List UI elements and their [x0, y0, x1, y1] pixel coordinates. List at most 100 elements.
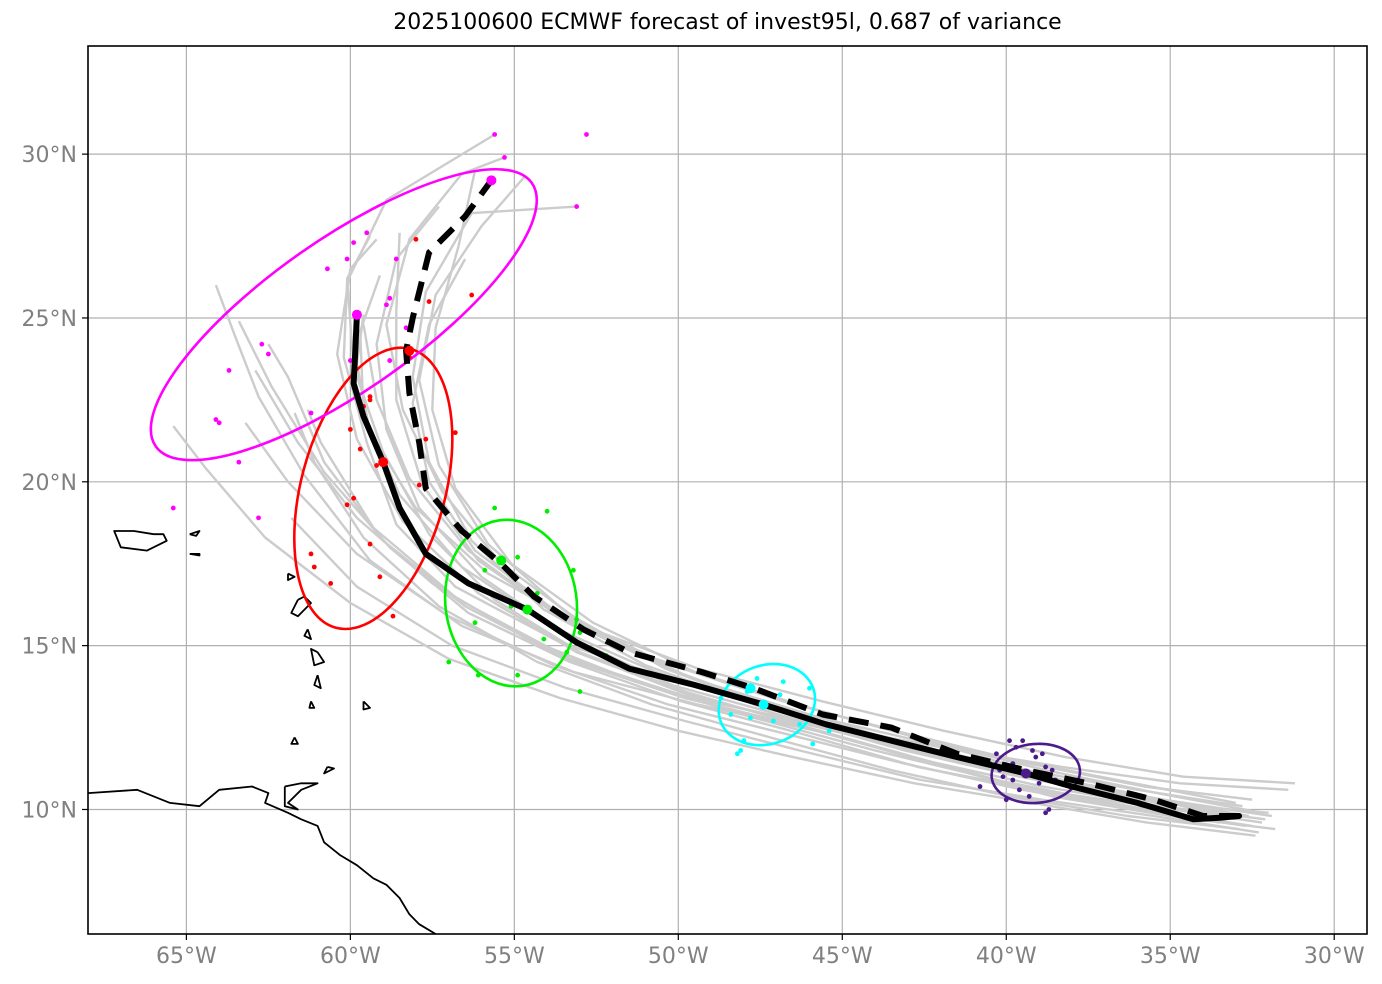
- day4-member-position: [374, 463, 379, 468]
- day1-member-position: [1046, 807, 1052, 812]
- day5-member-position: [387, 358, 393, 363]
- day5-member-position: [387, 295, 393, 301]
- day5-member-position: [344, 256, 350, 262]
- day3-member-position: [570, 567, 576, 573]
- day4-member-position: [367, 397, 373, 403]
- day5-member-position: [259, 341, 265, 347]
- day4-member-position: [351, 495, 357, 501]
- ensemble-member-tracks: [172, 133, 1295, 837]
- lon-tick-label: 45°W: [812, 944, 873, 969]
- coastline: [287, 572, 296, 581]
- day4-mean-position-alt: [404, 345, 415, 356]
- coastline: [323, 766, 335, 775]
- coastline: [308, 700, 316, 709]
- coastline: [362, 700, 371, 711]
- lat-tick-label: 15°N: [22, 635, 77, 660]
- day5-member-position: [384, 302, 389, 308]
- day4-mean-position: [378, 457, 389, 468]
- day3-member-position: [515, 672, 521, 678]
- day2-member-position: [734, 751, 740, 757]
- day4-member-position: [413, 236, 419, 242]
- day5-member-position: [364, 230, 370, 236]
- day3-member-position: [544, 508, 550, 514]
- day3-member-position: [472, 620, 478, 626]
- day5-member-position: [265, 351, 271, 357]
- day1-member-position: [1013, 744, 1019, 750]
- day1-spread-ellipse: [990, 742, 1082, 805]
- day5-member-position: [574, 204, 580, 209]
- day3-spread-ellipse: [443, 518, 579, 688]
- member-track: [172, 425, 1256, 837]
- day5-member-position: [584, 132, 589, 137]
- day5-member-position: [236, 459, 242, 465]
- day4-member-position: [347, 426, 353, 432]
- day4-member-position: [344, 502, 350, 508]
- day1-member-position: [1039, 751, 1045, 757]
- day2-member-position: [826, 728, 832, 734]
- coastline: [303, 628, 312, 640]
- day1-member-position: [1003, 797, 1009, 803]
- day2-member-position: [780, 679, 786, 685]
- coastline: [113, 530, 168, 552]
- day3-member-position: [475, 672, 481, 678]
- day2-member-position: [810, 741, 816, 747]
- day2-member-position: [741, 738, 747, 744]
- day5-member-position: [216, 420, 222, 426]
- member-track: [254, 369, 1220, 824]
- day1-member-position: [1043, 810, 1049, 816]
- member-track: [431, 170, 1263, 814]
- day3-member-position: [492, 505, 498, 511]
- member-track: [362, 324, 1253, 801]
- day5-member-position: [492, 132, 498, 137]
- mean-track: [350, 311, 1243, 823]
- day1-member-position: [1033, 754, 1039, 760]
- coastline: [189, 553, 201, 557]
- lon-tick-label: 50°W: [648, 944, 709, 969]
- day4-member-position: [416, 482, 422, 488]
- day1-member-position: [1016, 787, 1022, 793]
- day4-member-position: [311, 564, 317, 570]
- day5-member-position: [308, 410, 314, 416]
- lon-tick-label: 35°W: [1140, 944, 1201, 969]
- axis-tick-labels: 65°W 60°W 55°W 50°W 45°W 40°W 35°W 30°W 10°N 15°N…: [22, 143, 1365, 969]
- day1-member-position: [994, 751, 999, 757]
- lon-tick-label: 65°W: [156, 944, 217, 969]
- day4-member-position: [377, 574, 383, 580]
- day4-member-position: [367, 541, 373, 547]
- day4-member-position: [308, 551, 314, 557]
- coastline: [290, 595, 312, 618]
- day2-member-position: [754, 676, 760, 681]
- lat-tick-label: 30°N: [22, 143, 77, 168]
- day1-member-position: [1010, 777, 1016, 783]
- lon-tick-label: 60°W: [320, 944, 381, 969]
- day5-member-position: [347, 358, 353, 363]
- day2-spread-ellipse: [717, 662, 817, 747]
- day5-member-position: [403, 325, 409, 331]
- day2-member-position: [718, 695, 724, 701]
- day3-member-position: [515, 554, 521, 560]
- member-track: [293, 412, 1240, 831]
- day3-member-position: [564, 649, 570, 655]
- day2-member-position: [797, 721, 803, 727]
- coastline: [313, 674, 322, 690]
- day5-member-position: [351, 240, 357, 246]
- day2-member-position: [738, 748, 744, 753]
- day2-member-position: [771, 718, 776, 724]
- coastline: [290, 736, 299, 745]
- coastline: [310, 648, 326, 667]
- day5-mean-position: [351, 309, 362, 320]
- day5-member-position: [170, 505, 176, 511]
- day5-member-position: [502, 155, 507, 160]
- day1-member-position: [1026, 793, 1032, 799]
- day2-member-position: [777, 692, 783, 698]
- day4-member-position: [328, 580, 334, 586]
- day1-member-position: [1049, 767, 1055, 773]
- day1-member-position: [1000, 774, 1006, 780]
- ensemble-mean-tracks: [350, 178, 1243, 823]
- day1-member-position: [1007, 738, 1012, 744]
- day2-mean-position-alt: [745, 683, 756, 694]
- day2-mean-position: [758, 699, 769, 710]
- coastlines: [88, 530, 437, 934]
- member-track: [290, 517, 1259, 834]
- day1-member-position: [1020, 738, 1026, 744]
